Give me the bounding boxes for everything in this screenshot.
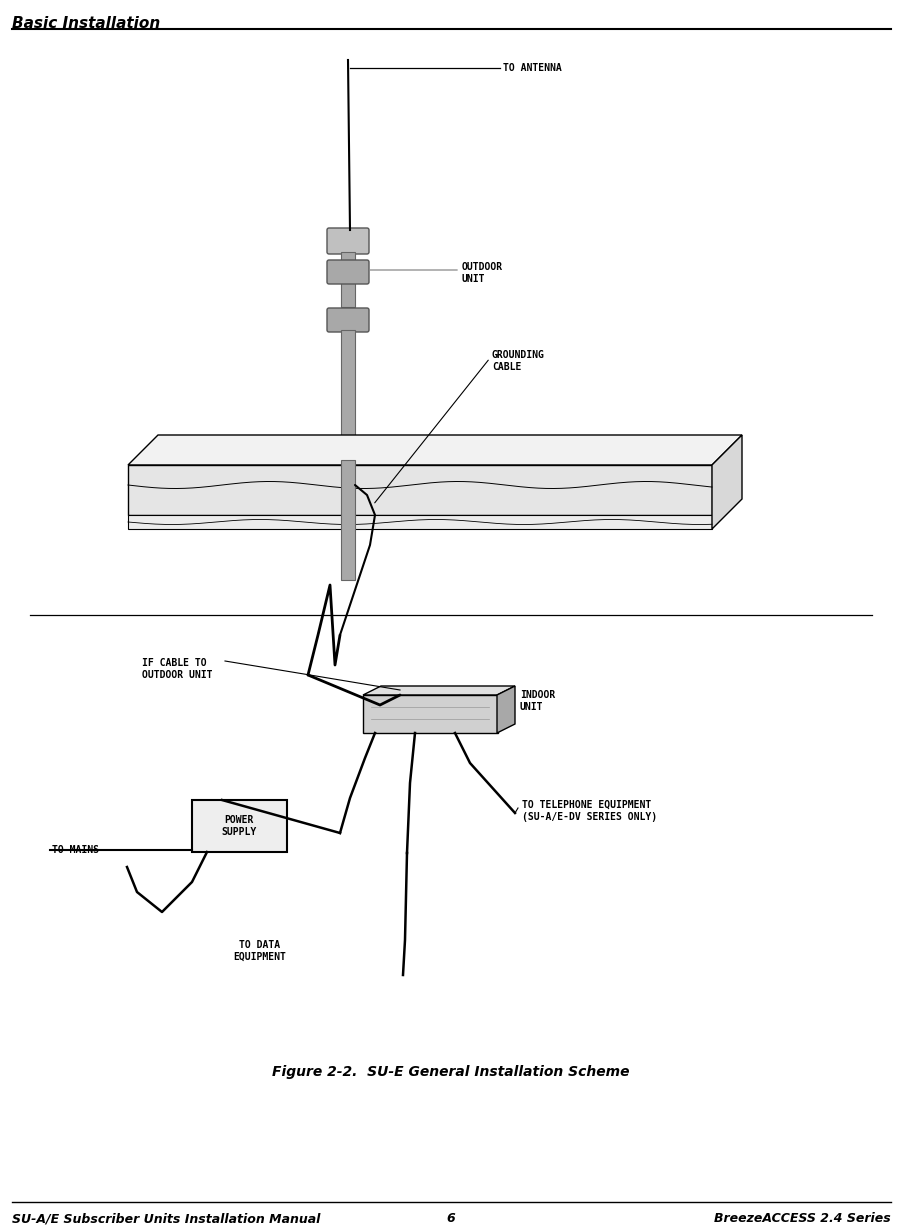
Bar bbox=[341, 460, 354, 580]
FancyBboxPatch shape bbox=[327, 308, 369, 332]
Text: POWER
SUPPLY: POWER SUPPLY bbox=[221, 815, 256, 837]
Text: OUTDOOR
UNIT: OUTDOOR UNIT bbox=[462, 262, 502, 284]
Polygon shape bbox=[496, 686, 514, 732]
Polygon shape bbox=[128, 435, 741, 465]
Text: 6: 6 bbox=[446, 1212, 455, 1225]
Text: SU-A/E Subscriber Units Installation Manual: SU-A/E Subscriber Units Installation Man… bbox=[12, 1212, 320, 1225]
Text: TO ANTENNA: TO ANTENNA bbox=[502, 63, 561, 73]
Bar bbox=[128, 515, 711, 528]
Text: Figure 2-2.  SU-E General Installation Scheme: Figure 2-2. SU-E General Installation Sc… bbox=[272, 1066, 629, 1079]
Bar bbox=[341, 252, 354, 307]
Text: Basic Installation: Basic Installation bbox=[12, 16, 160, 31]
Polygon shape bbox=[128, 465, 711, 515]
Text: GROUNDING
CABLE: GROUNDING CABLE bbox=[492, 350, 544, 371]
Bar bbox=[341, 331, 354, 460]
Text: BreezeACCESS 2.4 Series: BreezeACCESS 2.4 Series bbox=[713, 1212, 890, 1225]
Text: INDOOR
UNIT: INDOOR UNIT bbox=[520, 689, 555, 712]
Text: TO DATA
EQUIPMENT: TO DATA EQUIPMENT bbox=[234, 940, 286, 961]
FancyBboxPatch shape bbox=[327, 229, 369, 254]
Text: TO MAINS: TO MAINS bbox=[52, 846, 99, 855]
Bar bbox=[363, 696, 497, 732]
FancyBboxPatch shape bbox=[327, 261, 369, 284]
Text: TO TELEPHONE EQUIPMENT
(SU-A/E-DV SERIES ONLY): TO TELEPHONE EQUIPMENT (SU-A/E-DV SERIES… bbox=[521, 800, 657, 822]
Text: IF CABLE TO
OUTDOOR UNIT: IF CABLE TO OUTDOOR UNIT bbox=[142, 658, 212, 680]
Polygon shape bbox=[711, 435, 741, 528]
Polygon shape bbox=[363, 686, 514, 696]
Bar bbox=[192, 800, 287, 852]
